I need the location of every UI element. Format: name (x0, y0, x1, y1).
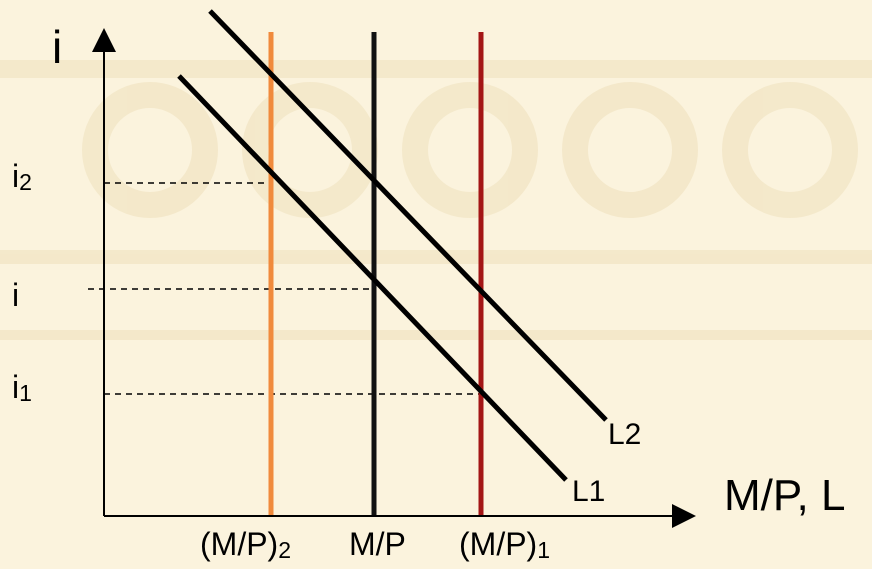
money-supply-label-mp: M/P (349, 526, 406, 562)
demand-curve-L2 (208, 9, 608, 422)
interest-rate-label-i: i (12, 277, 20, 313)
interest-rate-label-i2: i2 (12, 158, 32, 195)
x-axis-title: M/P, L (724, 471, 846, 520)
curve-label-L2: L2 (608, 418, 642, 451)
demand-curve-L1 (177, 74, 568, 482)
interest-rate-label-i1: i1 (12, 369, 32, 406)
curve-label-L1: L1 (572, 475, 606, 508)
money-supply-label-mp1: (M/P)1 (459, 526, 551, 563)
money-supply-label-mp2: (M/P)2 (200, 526, 292, 563)
y-axis-title: i (52, 21, 63, 73)
